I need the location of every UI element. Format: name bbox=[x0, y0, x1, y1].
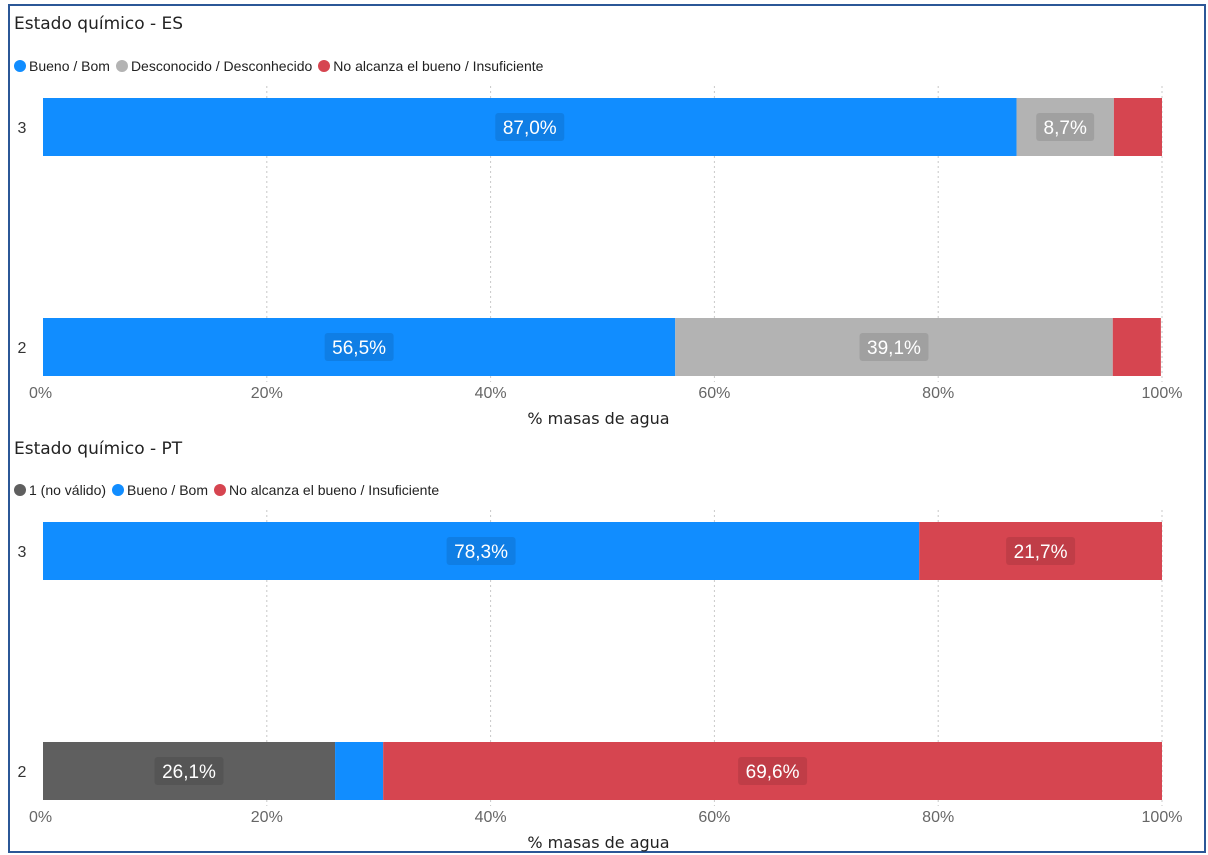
legend-dot-icon bbox=[115, 60, 128, 72]
x-tick-label: 60% bbox=[698, 385, 730, 402]
legend-label: No alcanza el bueno / Insuficiente bbox=[333, 58, 544, 74]
bar-segment bbox=[383, 742, 1162, 800]
x-axis-title: % masas de agua bbox=[527, 409, 669, 428]
legend-dot-icon bbox=[213, 484, 226, 496]
category-label: 3 bbox=[18, 544, 27, 561]
data-label-background bbox=[446, 537, 516, 565]
x-tick-label: 40% bbox=[475, 385, 507, 402]
data-label-background bbox=[324, 333, 394, 361]
legend-item[interactable]: No alcanza el bueno / Insuficiente bbox=[318, 58, 543, 74]
data-label: 8,7% bbox=[1044, 118, 1087, 139]
data-label-background bbox=[154, 757, 224, 785]
legend-item[interactable]: No alcanza el bueno / Insuficiente bbox=[213, 482, 440, 498]
data-label-background bbox=[859, 333, 929, 361]
x-tick-label: 80% bbox=[922, 809, 954, 826]
data-label-background bbox=[495, 113, 565, 141]
data-label: 69,6% bbox=[746, 762, 800, 783]
legend-label: Bueno / Bom bbox=[29, 58, 110, 74]
data-label-background bbox=[738, 757, 808, 785]
bar-segment bbox=[43, 742, 336, 800]
legend-item[interactable]: Bueno / Bom bbox=[14, 58, 110, 74]
bar-segment bbox=[43, 522, 920, 580]
data-label: 87,0% bbox=[503, 118, 557, 139]
bar-segment bbox=[43, 318, 676, 376]
data-label: 78,3% bbox=[454, 542, 508, 563]
legend-item[interactable]: 1 (no válido) bbox=[14, 482, 106, 498]
x-tick-label: 80% bbox=[922, 385, 954, 402]
x-axis-title: % masas de agua bbox=[527, 833, 669, 852]
legend-dot-icon bbox=[14, 60, 26, 72]
data-label: 39,1% bbox=[867, 338, 921, 359]
legend-item[interactable]: Desconocido / Desconhecido bbox=[115, 58, 313, 74]
legend-dot-icon bbox=[318, 60, 331, 72]
bar-segment bbox=[1016, 98, 1114, 156]
bar-segment bbox=[1113, 98, 1162, 156]
data-label: 21,7% bbox=[1014, 542, 1068, 563]
x-tick-label: 0% bbox=[29, 809, 52, 826]
bar-segment bbox=[675, 318, 1113, 376]
chart-title-es: Estado químico - ES bbox=[14, 14, 184, 34]
category-label: 3 bbox=[18, 120, 27, 137]
bar-segment bbox=[43, 98, 1017, 156]
legend-dot-icon bbox=[112, 484, 125, 496]
bar-segment bbox=[335, 742, 384, 800]
x-tick-label: 40% bbox=[475, 809, 507, 826]
legend-label: Desconocido / Desconhecido bbox=[130, 58, 313, 74]
legend-label: Bueno / Bom bbox=[127, 482, 208, 498]
legend-pt: 1 (no válido) Bueno / Bom No alcanza el bu… bbox=[14, 480, 445, 500]
category-label: 2 bbox=[18, 764, 27, 781]
bar-segment bbox=[919, 522, 1162, 580]
data-label: 26,1% bbox=[162, 762, 216, 783]
chart-title-pt: Estado químico - PT bbox=[14, 439, 183, 459]
data-label-background bbox=[1006, 537, 1076, 565]
data-label-background bbox=[1036, 113, 1095, 141]
legend-label: No alcanza el bueno / Insuficiente bbox=[228, 482, 440, 498]
legend-item[interactable]: Bueno / Bom bbox=[112, 482, 208, 498]
legend-es: Bueno / Bom Desconocido / Desconhecido No … bbox=[14, 56, 549, 76]
legend-dot-icon bbox=[14, 484, 26, 496]
x-tick-label: 20% bbox=[251, 809, 283, 826]
x-tick-label: 20% bbox=[251, 385, 283, 402]
data-label: 56,5% bbox=[332, 338, 386, 359]
x-tick-label: 0% bbox=[29, 385, 52, 402]
x-tick-label: 60% bbox=[698, 809, 730, 826]
bar-chart-pt: 0% 20% 40% 60% 80% 100% 3 78,3% 21,7% 2 26,1% 69,6%… bbox=[18, 510, 1183, 852]
x-tick-label: 100% bbox=[1142, 809, 1183, 826]
category-label: 2 bbox=[18, 340, 27, 357]
bar-segment bbox=[1112, 318, 1161, 376]
bar-chart-es: 0% 20% 40% 60% 80% 100% 3 87,0% 8,7% 2 56,5% 39,1%%… bbox=[18, 86, 1183, 428]
legend-label: 1 (no válido) bbox=[29, 482, 107, 498]
x-tick-label: 100% bbox=[1142, 385, 1183, 402]
